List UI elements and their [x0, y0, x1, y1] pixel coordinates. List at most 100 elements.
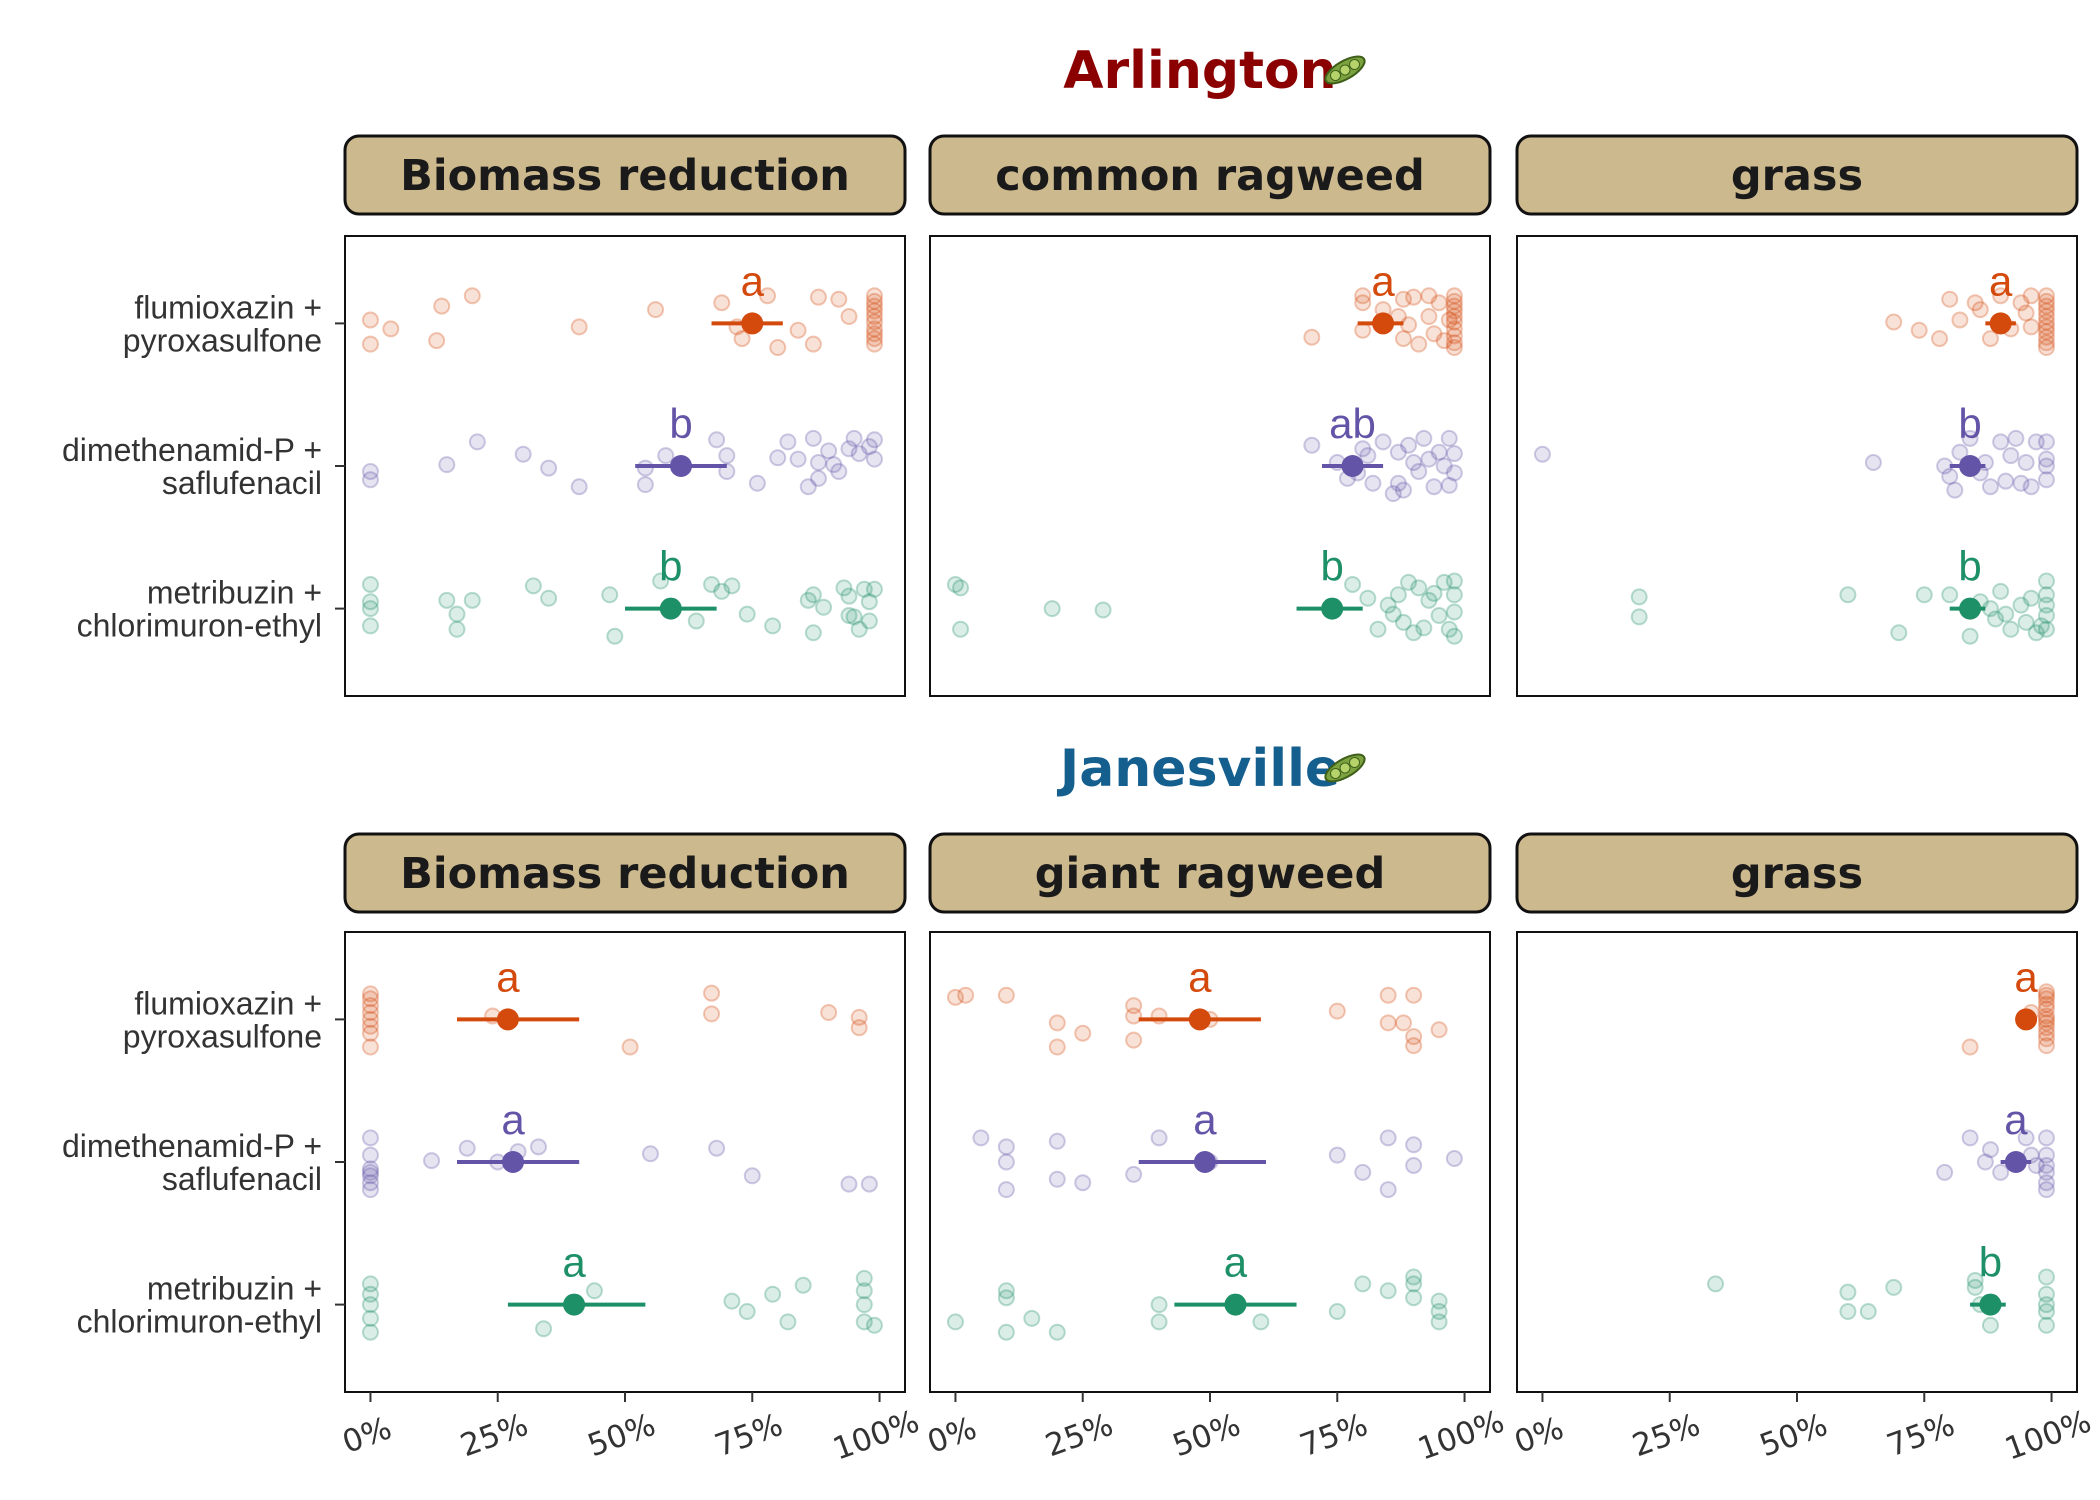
x-tick-label: 50% — [1755, 1407, 1832, 1464]
raw-point — [738, 605, 756, 623]
strip-1-0: Biomass reduction — [343, 832, 907, 914]
raw-point — [835, 579, 853, 597]
raw-point — [540, 589, 558, 607]
raw-point — [468, 433, 486, 451]
raw-point — [1992, 433, 2010, 451]
raw-point — [1440, 620, 1458, 638]
raw-point — [1997, 605, 2015, 623]
raw-point — [529, 1138, 547, 1156]
raw-point — [1354, 1163, 1372, 1181]
raw-point — [1048, 1170, 1066, 1188]
raw-point — [448, 605, 466, 623]
raw-point — [361, 990, 379, 1008]
raw-point — [2037, 1037, 2055, 1055]
raw-point — [1074, 1174, 1092, 1192]
raw-point — [361, 335, 379, 353]
raw-point — [860, 438, 878, 456]
raw-point — [1420, 287, 1438, 305]
raw-point — [769, 339, 787, 357]
raw-point — [2037, 607, 2055, 624]
raw-point — [2012, 474, 2030, 492]
raw-point — [2037, 292, 2055, 310]
estimate-point — [1959, 597, 1982, 620]
raw-point — [997, 986, 1015, 1004]
x-tick-label: 0% — [338, 1410, 397, 1461]
raw-point — [361, 593, 379, 611]
raw-point — [865, 313, 883, 331]
raw-point — [1941, 290, 1959, 308]
raw-point — [789, 321, 807, 339]
raw-point — [2002, 447, 2020, 465]
y-tick-label: flumioxazin + pyroxasulfone — [123, 985, 322, 1054]
raw-point — [514, 445, 532, 463]
raw-point — [723, 1292, 741, 1310]
raw-point — [865, 330, 883, 348]
series-2: a — [946, 1239, 1448, 1341]
raw-point — [361, 1146, 379, 1164]
raw-point — [1976, 1153, 1994, 1171]
raw-point — [1344, 575, 1362, 593]
raw-point — [1354, 440, 1372, 458]
raw-point — [1992, 582, 2010, 600]
raw-point — [641, 1145, 659, 1163]
raw-point — [463, 287, 481, 305]
x-tick-label: 0% — [1510, 1410, 1569, 1461]
raw-point — [1374, 433, 1392, 451]
raw-point — [764, 1285, 782, 1303]
raw-point — [804, 586, 822, 604]
raw-point — [2037, 450, 2055, 468]
raw-point — [361, 997, 379, 1015]
raw-point — [1410, 463, 1428, 481]
raw-point — [703, 1005, 721, 1023]
strip-label: Biomass reduction — [400, 151, 850, 201]
y-tick-label: dimethenamid-P + saflufenacil — [62, 1128, 322, 1197]
raw-point — [855, 580, 873, 598]
raw-point — [361, 1017, 379, 1035]
raw-point — [652, 572, 670, 590]
raw-point — [1430, 1303, 1448, 1320]
raw-point — [1430, 607, 1448, 624]
raw-point — [850, 1008, 868, 1026]
raw-point — [743, 1167, 761, 1185]
soybean-pod-icon — [1324, 55, 1366, 85]
raw-point — [860, 593, 878, 611]
raw-point — [1420, 591, 1438, 609]
raw-point — [1400, 573, 1418, 591]
raw-point — [1389, 586, 1407, 604]
strip-label: common ragweed — [995, 151, 1425, 201]
raw-point — [1981, 478, 1999, 496]
raw-point — [361, 1309, 379, 1327]
raw-point — [2017, 1129, 2035, 1147]
raw-point — [361, 1024, 379, 1042]
raw-point — [585, 1282, 603, 1300]
raw-point — [2022, 589, 2040, 607]
raw-point — [1405, 1028, 1423, 1046]
raw-point — [2037, 1014, 2055, 1032]
raw-point — [361, 985, 379, 1003]
raw-point — [1048, 1132, 1066, 1150]
raw-point — [1389, 443, 1407, 461]
raw-point — [535, 1320, 553, 1338]
raw-point — [1379, 986, 1397, 1004]
raw-point — [855, 1313, 873, 1331]
raw-point — [1415, 619, 1433, 637]
raw-point — [1435, 457, 1453, 475]
series-1: a — [361, 1096, 878, 1199]
raw-point — [804, 335, 822, 353]
raw-point — [1992, 287, 2010, 305]
raw-point — [1354, 294, 1372, 312]
raw-point — [1987, 610, 2005, 628]
raw-point — [789, 450, 807, 468]
raw-point — [657, 447, 675, 465]
raw-point — [2037, 1019, 2055, 1037]
raw-point — [1379, 596, 1397, 614]
group-letter: a — [1188, 953, 1212, 1000]
raw-point — [799, 478, 817, 496]
raw-point — [361, 1163, 379, 1181]
raw-point — [804, 624, 822, 642]
raw-point — [946, 1313, 964, 1331]
raw-point — [1048, 1014, 1066, 1032]
raw-point — [865, 450, 883, 468]
raw-point — [1707, 1275, 1725, 1293]
